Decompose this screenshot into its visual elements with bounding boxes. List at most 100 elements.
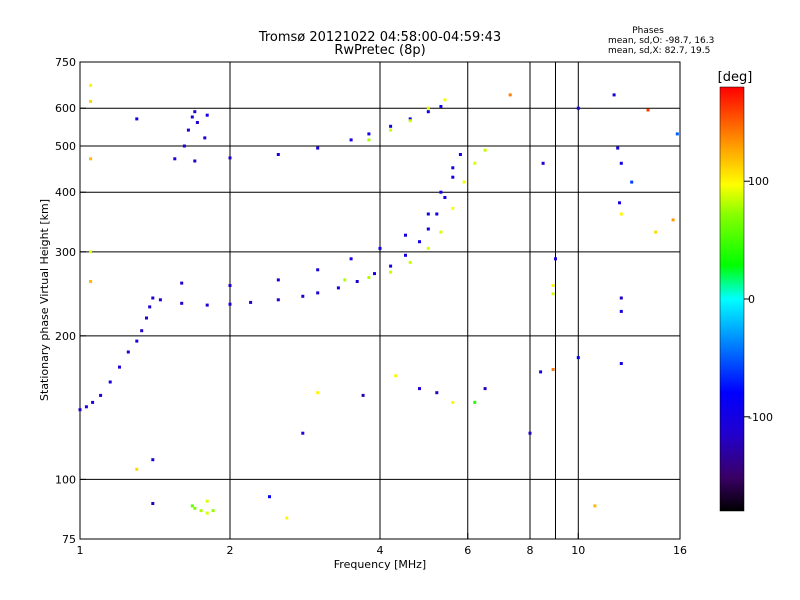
echo-point — [473, 400, 477, 404]
x-axis-label: Frequency [MHz] — [334, 558, 426, 571]
echo-point — [426, 212, 430, 216]
echo-point — [140, 329, 144, 333]
echo-points — [78, 83, 679, 520]
echo-point — [426, 227, 430, 231]
x-tick-label: 1 — [77, 544, 84, 557]
echo-point — [108, 380, 112, 384]
echo-point — [158, 298, 162, 302]
echo-point — [285, 516, 289, 520]
echo-point — [205, 511, 209, 515]
echo-point — [195, 121, 199, 124]
colorbar-tick-label: -100 — [748, 411, 773, 424]
echo-point — [301, 294, 305, 298]
echo-point — [404, 233, 407, 237]
echo-point — [576, 106, 580, 110]
echo-point — [190, 504, 194, 508]
echo-point — [190, 115, 194, 119]
echo-point — [89, 250, 93, 254]
y-tick-label: 400 — [55, 186, 76, 199]
echo-point — [205, 303, 209, 307]
echo-point — [373, 272, 376, 276]
echo-point — [462, 180, 466, 184]
echo-point — [551, 292, 555, 296]
colorbar-label: [deg] — [718, 70, 753, 85]
echo-point — [619, 212, 623, 216]
echo-point — [211, 509, 215, 513]
echo-point — [126, 350, 130, 354]
colorbar-tick-label: 100 — [748, 175, 769, 188]
echo-point — [426, 246, 430, 250]
echo-point — [203, 136, 207, 140]
echo-point — [483, 148, 487, 152]
echo-point — [193, 159, 197, 163]
echo-point — [404, 253, 407, 257]
echo-point — [276, 298, 280, 302]
echo-point — [301, 431, 305, 435]
echo-point — [418, 240, 421, 244]
y-tick-label: 300 — [55, 246, 76, 259]
echo-point — [361, 393, 365, 397]
echo-point — [99, 393, 103, 397]
echo-point — [394, 374, 398, 378]
echo-point — [619, 362, 623, 365]
y-tick-label: 75 — [62, 533, 76, 546]
echo-point — [439, 230, 443, 234]
echo-point — [593, 504, 597, 508]
y-axis-ticks: 75 100 200 300 400 500 600 750 — [55, 56, 86, 546]
x-tick-label: 4 — [377, 544, 384, 557]
colorbar-ticks: 100 0 -100 — [744, 175, 773, 424]
echo-point — [367, 132, 371, 136]
echo-point — [336, 286, 340, 290]
gridlines — [80, 62, 680, 539]
echo-point — [389, 124, 393, 128]
echo-point — [135, 467, 139, 471]
x-tick-label: 2 — [227, 544, 234, 557]
echo-point — [554, 257, 557, 261]
echo-point — [89, 83, 93, 87]
echo-point — [180, 301, 184, 305]
echo-point — [135, 339, 139, 343]
echo-point — [78, 408, 82, 412]
echo-point — [458, 153, 462, 156]
echo-point — [389, 264, 393, 268]
echo-point — [84, 405, 88, 409]
echo-point — [91, 400, 95, 404]
echo-point — [408, 260, 412, 264]
echo-point — [618, 201, 621, 205]
echo-point — [630, 180, 634, 184]
echo-point — [389, 128, 393, 132]
echo-point — [193, 110, 197, 114]
echo-point — [443, 196, 447, 199]
echo-point — [541, 161, 545, 165]
y-tick-label: 200 — [55, 330, 76, 343]
echo-point — [612, 93, 616, 97]
echo-point — [228, 302, 232, 306]
chart-title: Tromsø 20121022 04:58:00-04:59:43 — [258, 30, 501, 45]
echo-point — [539, 370, 543, 374]
echo-point — [89, 280, 93, 283]
echo-point — [646, 108, 650, 112]
echo-point — [182, 144, 186, 148]
echo-point — [228, 156, 232, 160]
echo-point — [205, 499, 209, 503]
echo-point — [418, 387, 421, 391]
echo-point — [135, 117, 139, 121]
echo-point — [355, 280, 359, 283]
echo-point — [276, 278, 280, 282]
echo-point — [228, 284, 232, 287]
echo-point — [619, 161, 623, 165]
echo-point — [654, 230, 658, 234]
echo-point — [316, 291, 320, 295]
echo-point — [439, 105, 443, 108]
echo-point — [316, 146, 320, 150]
echo-point — [675, 132, 679, 136]
echo-point — [551, 368, 555, 371]
echo-point — [616, 146, 620, 150]
echo-point — [268, 495, 271, 499]
y-tick-label: 100 — [55, 473, 76, 486]
echo-point — [551, 284, 555, 287]
x-tick-label: 10 — [571, 544, 585, 557]
echo-point — [199, 509, 203, 513]
echo-point — [180, 281, 184, 285]
